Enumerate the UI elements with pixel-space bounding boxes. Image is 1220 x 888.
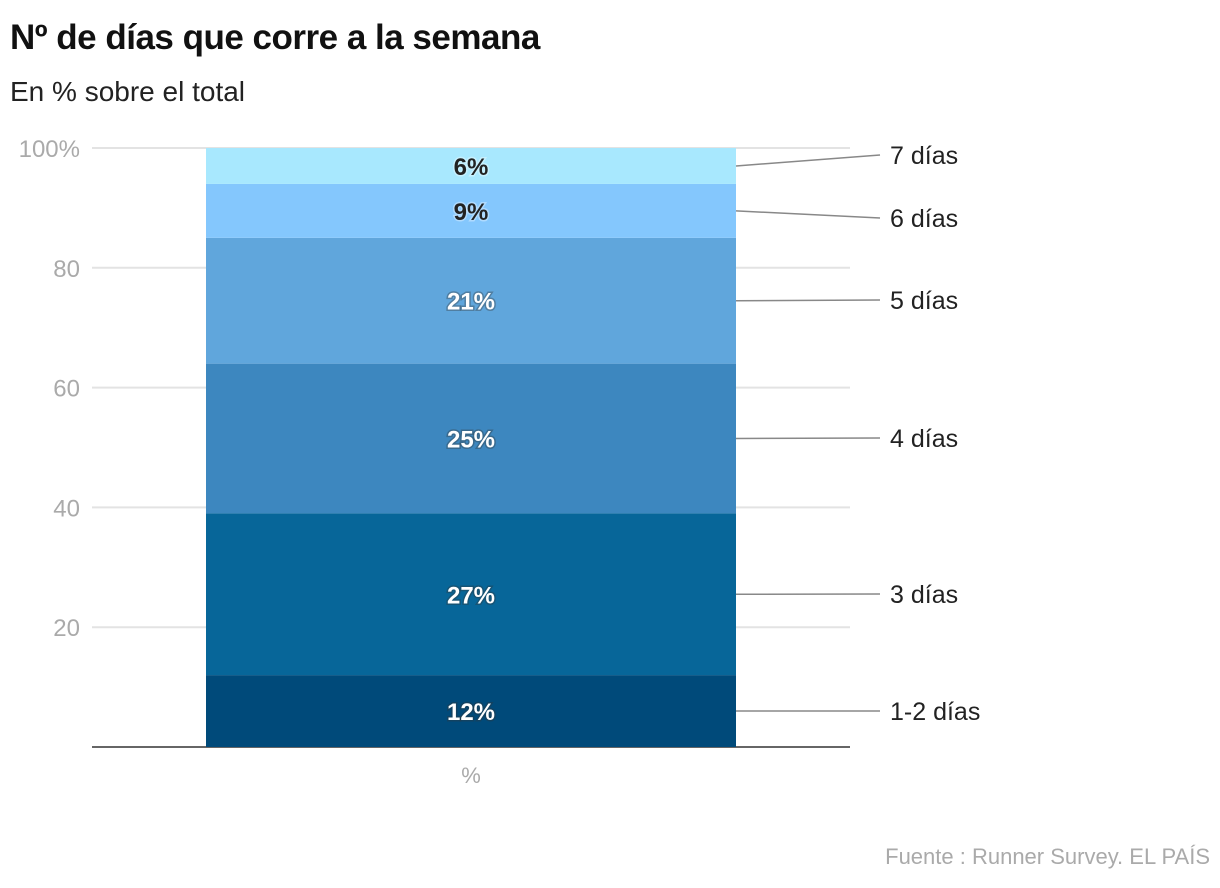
y-tick-label: 80 (53, 256, 80, 283)
source-note: Fuente : Runner Survey. EL PAÍS (885, 844, 1210, 869)
chart-subtitle: En % sobre el total (10, 76, 246, 107)
chart-title: Nº de días que corre a la semana (10, 18, 540, 57)
legend-label: 4 días (890, 425, 958, 453)
bar-segment (206, 148, 736, 184)
legend-label: 3 días (890, 581, 958, 609)
data-label: 9% (454, 199, 489, 226)
legend-label: 6 días (890, 205, 958, 233)
bar-segment (206, 675, 736, 747)
data-label: 12% (447, 699, 495, 726)
bar-segment (206, 237, 736, 364)
leader-line (735, 437, 881, 440)
data-label: 27% (447, 582, 495, 609)
data-label: 25% (447, 427, 495, 454)
data-label: 6% (454, 154, 489, 181)
y-tick-label: 40 (53, 495, 80, 522)
leader-line (735, 154, 881, 167)
legend-label: 5 días (890, 287, 958, 315)
y-tick-label: 60 (53, 376, 80, 403)
legend-label: 1-2 días (890, 698, 980, 726)
bar-segment (206, 363, 736, 514)
leader-line (735, 299, 881, 302)
y-tick-label: 100% (19, 136, 80, 163)
leader-line (735, 210, 881, 219)
bar-segment (206, 183, 736, 238)
data-label: 21% (447, 289, 495, 316)
y-tick-label: 20 (53, 615, 80, 642)
bar-segment (206, 513, 736, 676)
x-tick-label: % (461, 763, 481, 788)
legend-label: 7 días (890, 142, 958, 170)
